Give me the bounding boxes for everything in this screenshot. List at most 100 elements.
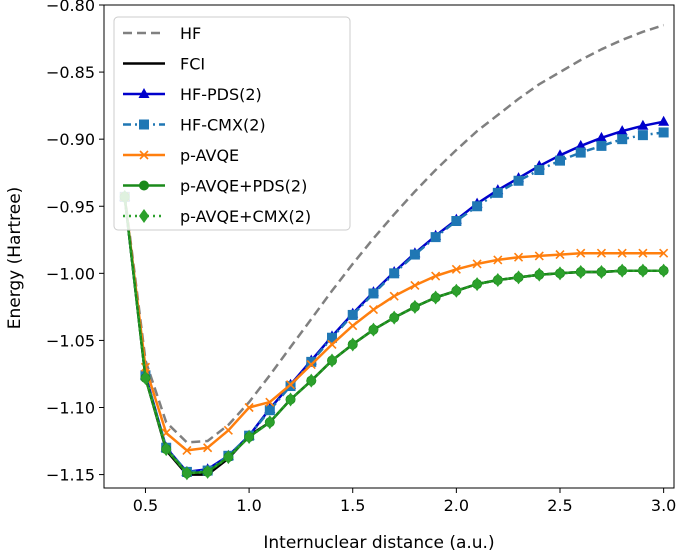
hf-cmx-2-point: [389, 268, 400, 279]
y-tick-label: −0.90: [46, 130, 95, 149]
legend-item-hf-cmx-2: HF-CMX(2): [123, 116, 266, 135]
legend-marker: [139, 209, 149, 223]
hf-cmx-2-point: [430, 232, 441, 243]
y-tick-label: −1.15: [46, 466, 95, 485]
y-tick-label: −0.85: [46, 63, 95, 82]
p-avqe-point: [513, 252, 524, 262]
p-avqe-point: [368, 304, 379, 315]
legend-label: HF-CMX(2): [180, 116, 266, 135]
p-avqe-cmx-2-point: [555, 266, 565, 281]
p-avqe-cmx-2-point: [327, 353, 337, 368]
plot-frame: [103, 4, 675, 489]
series-p-avqe-cmx-2: [119, 189, 669, 481]
p-avqe-point: [451, 264, 461, 274]
p-avqe-point: [555, 249, 565, 260]
hf-cmx-2-point: [617, 134, 628, 145]
p-avqe-cmx-2-point: [617, 263, 628, 278]
p-avqe-point: [493, 255, 503, 265]
legend-label: p-AVQE+CMX(2): [180, 207, 311, 226]
hf-cmx-2-point: [575, 147, 586, 158]
p-avqe-cmx-2-point: [368, 322, 379, 337]
hf-cmx-2-point: [347, 309, 358, 320]
p-avqe-cmx-2-point: [409, 299, 420, 314]
p-avqe-cmx-2-point: [472, 277, 483, 292]
p-avqe-cmx-2-point: [223, 450, 234, 465]
p-avqe-cmx-2-point: [534, 267, 545, 282]
p-avqe-point: [203, 443, 213, 453]
legend-marker: [138, 88, 150, 98]
p-avqe-point: [617, 248, 627, 258]
p-avqe-point: [638, 248, 648, 258]
hf-cmx-2-point: [327, 332, 337, 343]
p-avqe-point: [327, 339, 337, 350]
p-avqe-point: [596, 248, 607, 258]
p-avqe-point: [182, 445, 192, 455]
hf-pds-2-point: [637, 119, 649, 130]
legend-marker: [139, 150, 149, 160]
p-avqe-cmx-2-point: [306, 373, 317, 388]
axes-layer: 0.5 1.0 1.5 2.0 2.5 3.0 −1.15 −1.10 −1.05 −1.00 −0…: [46, 0, 676, 515]
hf-line: [123, 23, 664, 444]
legend-box: [113, 16, 351, 231]
legend-item-hf-pds-2: HF-PDS(2): [123, 85, 262, 104]
p-avqe-cmx-2-point: [389, 310, 400, 325]
legend-item-fci: FCI: [123, 55, 205, 74]
legend-label: HF-PDS(2): [180, 85, 262, 104]
p-avqe-point: [306, 360, 316, 370]
p-avqe-cmx-2-point: [492, 273, 503, 288]
p-avqe-cmx-2-point: [161, 442, 172, 457]
p-avqe-cmx-2-point: [596, 264, 607, 279]
p-avqe-cmx-2-point: [202, 464, 213, 479]
p-avqe-cmx-2-point: [513, 270, 524, 285]
p-avqe-point: [576, 248, 586, 258]
y-tick-label: −1.00: [46, 264, 95, 283]
hf-cmx-2-point: [368, 288, 379, 299]
p-avqe-point: [348, 321, 358, 331]
p-avqe-point: [659, 248, 669, 258]
hf-cmx-2-point: [534, 165, 545, 176]
legend-item-p-avqe: p-AVQE: [123, 146, 239, 165]
p-avqe-cmx-2-point: [181, 466, 192, 481]
legend-label: HF: [180, 24, 201, 43]
y-tick-label: −0.95: [46, 197, 95, 216]
p-avqe-point: [410, 280, 420, 290]
p-avqe-point: [223, 425, 233, 435]
hf-cmx-2-point: [637, 130, 648, 141]
legend-item-hf: HF: [123, 24, 201, 43]
p-avqe-point: [244, 402, 254, 413]
p-avqe-cmx-2-point: [575, 264, 586, 279]
legend-item-p-avqe-pds-2: p-AVQE+PDS(2): [123, 177, 307, 196]
hf-pds-2-point: [658, 115, 670, 126]
x-tick-label: 1.5: [340, 496, 365, 515]
legend-marker: [139, 180, 149, 191]
p-avqe-point: [534, 251, 544, 261]
x-tick-label: 1.0: [236, 496, 261, 515]
p-avqe-cmx-2-point: [637, 263, 648, 278]
hf-cmx-2-point: [409, 249, 420, 260]
x-tick-label: 2.5: [547, 496, 572, 515]
hf-cmx-2-point: [513, 175, 524, 186]
p-avqe-cmx-2-point: [658, 263, 669, 278]
x-tick-label: 0.5: [133, 496, 158, 515]
legend: HF FCI HF-PDS(2) HF-CMX(2) p-AVQE p-AVQE+PDS(…: [113, 16, 351, 231]
hf-pds-2-point: [616, 125, 628, 136]
p-avqe-cmx-2-point: [347, 337, 358, 352]
x-tick-label: 2.0: [444, 496, 469, 515]
hf-cmx-2-point: [472, 201, 483, 212]
legend-label: FCI: [180, 55, 205, 74]
y-tick-label: −1.10: [46, 399, 95, 418]
p-avqe-cmx-2-point: [430, 290, 441, 305]
p-avqe-cmx-2-point: [264, 415, 275, 430]
series-hf: [123, 23, 664, 444]
p-avqe-point: [389, 291, 399, 301]
legend-marker: [139, 119, 149, 130]
p-avqe-point: [472, 259, 482, 269]
y-tick-label: −0.80: [46, 0, 95, 15]
y-axis-label: Energy (Hartree): [5, 187, 25, 330]
series-layer: [119, 23, 670, 481]
p-avqe-point: [285, 380, 296, 390]
legend-label: p-AVQE: [180, 146, 239, 165]
legend-label: p-AVQE+PDS(2): [180, 177, 307, 196]
hf-cmx-2-point: [596, 140, 607, 151]
